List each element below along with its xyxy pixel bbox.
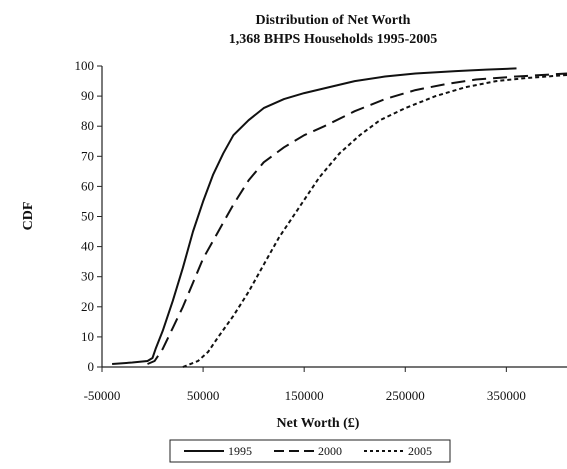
x-tick-label: 150000 [285, 388, 324, 403]
y-tick-label: 40 [81, 239, 94, 254]
series-line-1995 [112, 67, 517, 365]
y-tick-label: 20 [81, 299, 94, 314]
legend-label-1995: 1995 [228, 444, 252, 458]
chart-title: Distribution of Net Worth [256, 13, 411, 28]
y-tick-label: 30 [81, 269, 94, 284]
axes [101, 66, 567, 368]
y-axis-title: CDF [21, 202, 36, 231]
legend-items: 1995 2000 2005 [184, 444, 432, 458]
y-tick-label: 60 [81, 178, 94, 193]
chart-subtitle: 1,368 BHPS Households 1995-2005 [229, 32, 437, 47]
y-tick-label: 100 [75, 58, 95, 73]
x-ticks: -50000 50000 150000 250000 350000 [84, 367, 526, 403]
series-line-2005 [182, 74, 567, 368]
y-tick-label: 10 [81, 329, 94, 344]
legend-label-2005: 2005 [408, 444, 432, 458]
x-tick-label: 250000 [386, 388, 425, 403]
x-tick-label: 50000 [187, 388, 220, 403]
y-tick-label: 50 [81, 209, 94, 224]
x-tick-label: -50000 [84, 388, 121, 403]
legend: 1995 2000 2005 [169, 439, 451, 463]
y-tick-label: 70 [81, 148, 94, 163]
x-axis-title: Net Worth (£) [277, 416, 360, 431]
y-ticks: 0 10 20 30 40 50 60 70 80 90 100 [75, 58, 102, 374]
y-tick-label: 0 [88, 359, 95, 374]
y-tick-label: 90 [81, 88, 94, 103]
series-line-2000 [147, 72, 567, 365]
x-tick-label: 350000 [487, 388, 526, 403]
y-tick-label: 80 [81, 118, 94, 133]
legend-label-2000: 2000 [318, 444, 342, 458]
plot-area [112, 67, 567, 368]
